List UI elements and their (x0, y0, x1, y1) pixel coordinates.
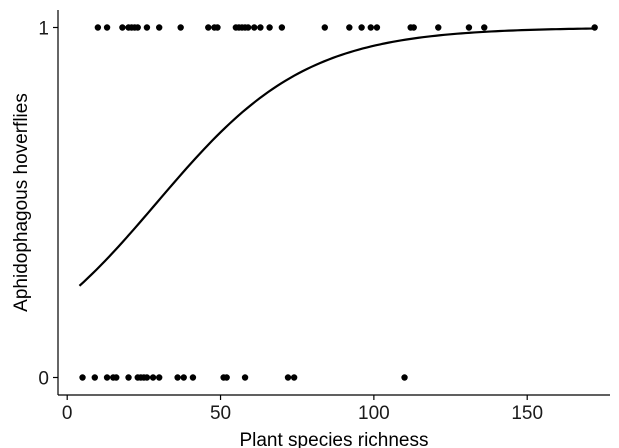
data-point (143, 374, 151, 381)
data-point (358, 24, 365, 31)
x-tick-label: 50 (210, 403, 231, 424)
data-point (79, 374, 86, 381)
data-point (103, 374, 111, 381)
data-point (125, 374, 132, 381)
data-point (373, 24, 381, 31)
data-point (278, 24, 286, 31)
x-tick-label: 150 (511, 403, 543, 424)
x-tick-label: 0 (62, 403, 73, 424)
data-point (251, 24, 258, 31)
data-point (177, 24, 184, 31)
data-point (284, 374, 292, 381)
data-point (156, 374, 163, 381)
data-point (244, 24, 252, 31)
data-point (156, 24, 163, 31)
y-tick-label: 0 (38, 369, 49, 390)
data-point (465, 24, 473, 31)
data-point (241, 374, 249, 381)
data-point (266, 24, 273, 31)
data-point (134, 24, 141, 31)
data-point (94, 24, 102, 31)
data-point (321, 24, 328, 31)
data-point (174, 374, 181, 381)
data-point (180, 374, 187, 381)
data-point (143, 24, 151, 31)
data-point (257, 24, 264, 31)
data-point (410, 24, 417, 31)
x-axis-ticks: 0 50 100 150 (62, 395, 543, 424)
data-point (149, 374, 157, 381)
data-point (346, 24, 353, 31)
data-point (119, 24, 126, 31)
data-point (214, 24, 221, 31)
y-axis-ticks: 01 (38, 19, 58, 390)
data-point (223, 374, 230, 381)
data-point (113, 374, 120, 381)
data-point (435, 24, 442, 31)
y-tick-label: 1 (38, 19, 49, 40)
fitted-logistic-curve (78, 27, 595, 287)
y-axis-title: Aphidophagous hoverflies (11, 93, 32, 312)
data-point (103, 24, 111, 31)
x-axis-title: Plant species richness (239, 430, 428, 448)
data-point (91, 374, 99, 381)
data-point (401, 374, 408, 381)
data-point (189, 374, 197, 381)
data-point (367, 24, 374, 31)
points-layer (79, 24, 598, 381)
data-point (481, 24, 488, 31)
x-tick-label: 100 (358, 403, 390, 424)
data-point (205, 24, 212, 31)
data-point (290, 374, 298, 381)
